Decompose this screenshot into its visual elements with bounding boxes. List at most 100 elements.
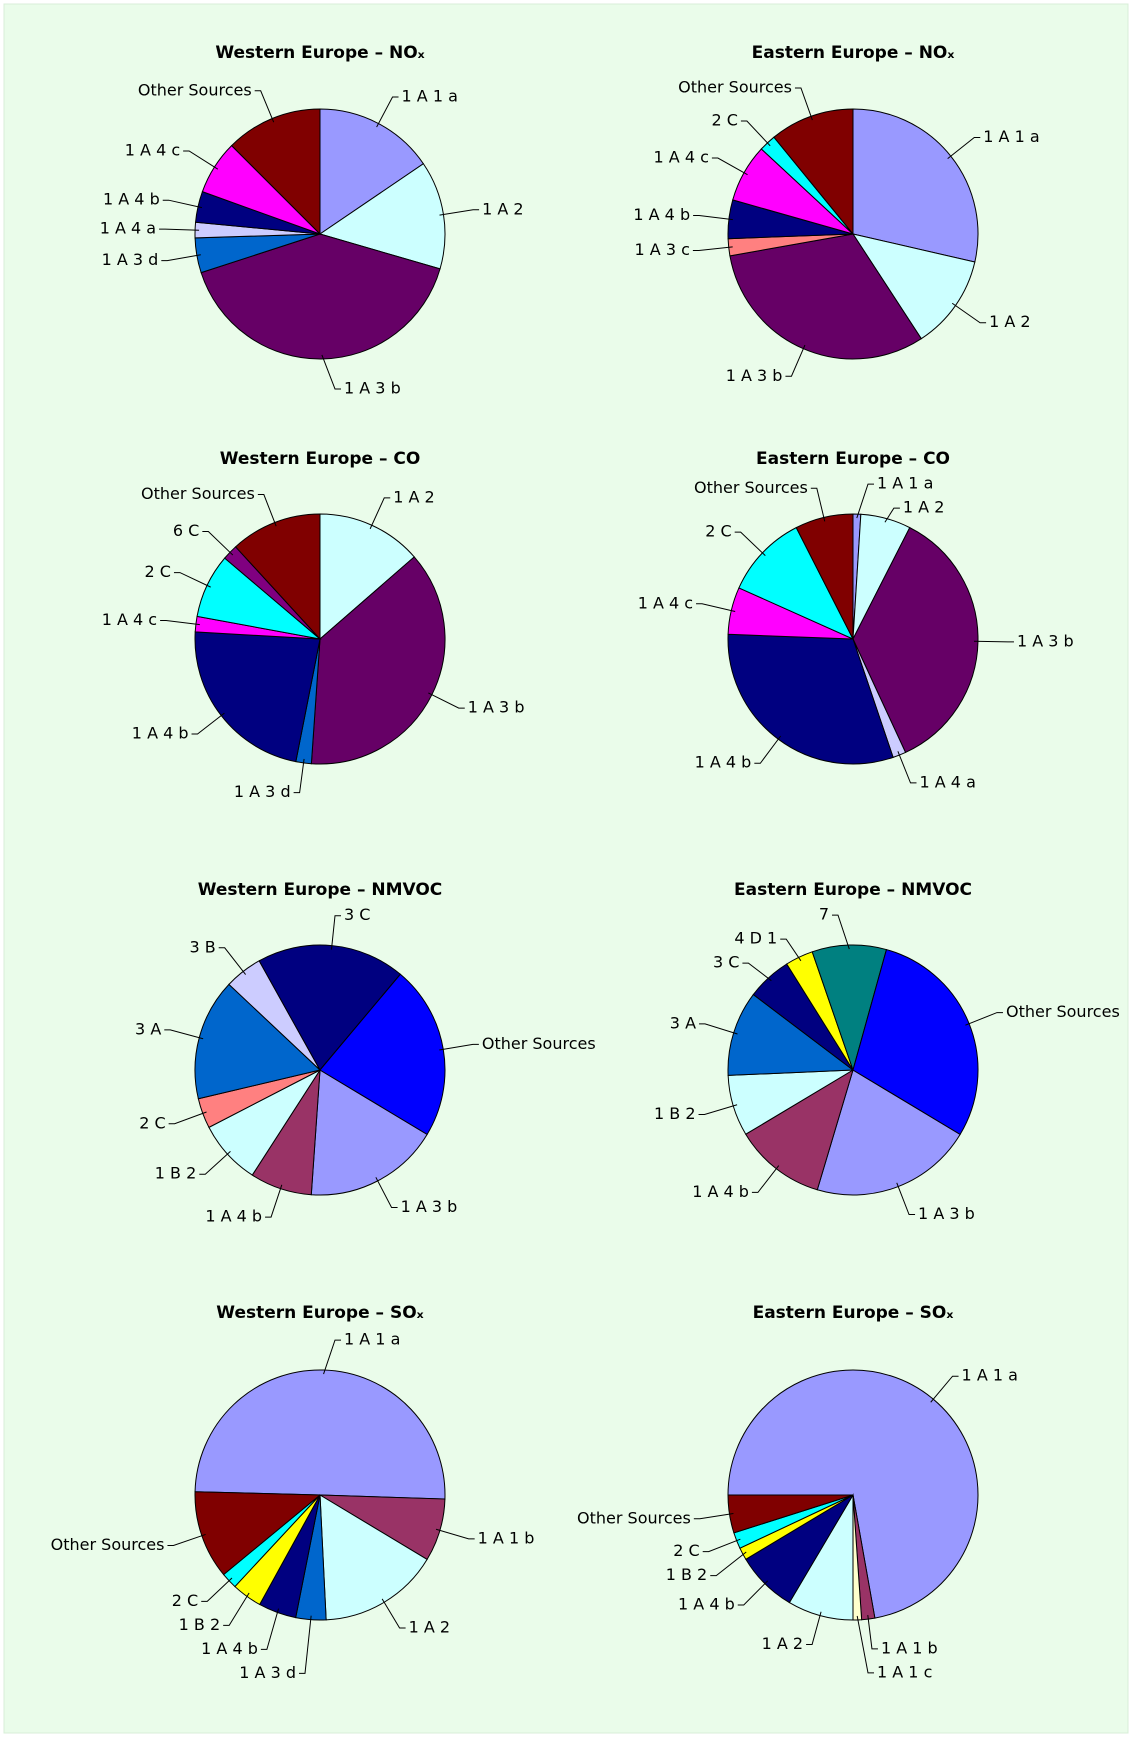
slice-label: 1 A 3 d — [239, 1663, 296, 1682]
slice-label: 3 C — [344, 905, 370, 924]
leader-line — [785, 344, 806, 377]
slice-label: Other Sources — [694, 478, 808, 497]
pie-chart: Western Europe – NMVOC 1 A 3 b 1 A 4 b 1 B … — [135, 880, 596, 1226]
leader-line — [702, 1538, 741, 1553]
slice-label: 1 A 2 — [482, 199, 523, 218]
slice-label: 1 A 1 a — [344, 1330, 400, 1349]
leader-line — [810, 487, 826, 522]
leader-line — [754, 735, 782, 764]
leader-line — [159, 228, 200, 231]
slice-label: Other Sources — [51, 1535, 165, 1554]
leader-line — [439, 209, 480, 216]
slice-label: 1 A 4 c — [102, 610, 157, 629]
leader-line — [867, 1615, 878, 1650]
chart-title: Eastern Europe – NOₓ — [752, 43, 955, 63]
pie-chart: Western Europe – SOₓ 1 A 1 a 1 A 1 b 1 A 2 1… — [51, 1303, 535, 1682]
slice-label: 1 B 2 — [179, 1615, 221, 1634]
leader-line — [696, 603, 736, 612]
slice-label: 1 A 1 a — [983, 127, 1039, 146]
slice-label: 2 C — [139, 1113, 165, 1132]
leader-line — [369, 497, 391, 530]
slice-label: 1 A 4 b — [678, 1594, 735, 1613]
slice-label: 1 A 1 c — [877, 1662, 932, 1681]
pie-chart: Eastern Europe – NOₓ 1 A 1 a 1 A 2 1 A 3 b 1… — [633, 43, 1039, 385]
leader-line — [806, 1611, 822, 1646]
leader-line — [201, 1577, 233, 1602]
leader-line — [257, 494, 277, 527]
slice-label: 1 A 3 d — [234, 782, 291, 801]
leader-line — [856, 483, 874, 519]
leader-line — [734, 531, 766, 556]
leader-line — [265, 1184, 283, 1218]
slice-label: 1 A 1 b — [881, 1638, 938, 1657]
leader-line — [973, 640, 1014, 643]
slice-label: 1 A 3 b — [468, 698, 525, 717]
slice-label: 1 B 2 — [155, 1164, 197, 1183]
leader-line — [323, 1339, 341, 1375]
slice-label: Other Sources — [482, 1034, 596, 1053]
leader-line — [699, 1023, 738, 1035]
leader-line — [711, 157, 748, 176]
leader-line — [293, 758, 305, 794]
leader-line — [202, 530, 234, 556]
slice-label: 1 A 1 a — [402, 87, 458, 106]
chart-title: Western Europe – NMVOC — [198, 880, 443, 900]
slice-label: 1 A 3 c — [635, 240, 690, 259]
leader-line — [375, 1177, 398, 1208]
slice-label: 1 A 3 b — [918, 1204, 975, 1223]
leader-line — [740, 120, 771, 147]
slice-label: 1 A 3 b — [1017, 631, 1074, 650]
slice-label: 1 A 4 c — [654, 148, 709, 167]
slice-label: 1 A 1 a — [877, 474, 933, 493]
slice-label: 1 A 4 c — [638, 593, 693, 612]
pie-chart: Eastern Europe – CO 1 A 1 a 1 A 2 1 A 3 b 1 … — [638, 449, 1074, 791]
leader-line — [856, 1615, 874, 1674]
slice-label: 3 A — [135, 1019, 161, 1038]
slice-label: 1 A 4 c — [125, 140, 180, 159]
slice-label: 1 A 3 d — [102, 250, 159, 269]
leader-line — [260, 1608, 280, 1650]
pie-slice — [200, 233, 441, 360]
slice-label: 1 A 2 — [989, 312, 1030, 331]
leader-line — [254, 90, 275, 123]
pie-slice — [811, 944, 888, 1072]
leader-line — [161, 254, 201, 262]
leader-line — [173, 572, 211, 588]
leader-line — [693, 215, 733, 221]
leader-line — [692, 246, 733, 252]
slice-label: 3 B — [189, 937, 215, 956]
slice-label: 2 C — [145, 562, 171, 581]
pie-chart: Western Europe – NOₓ 1 A 1 a 1 A 2 1 A 3 b 1… — [100, 43, 524, 397]
leader-line — [223, 1592, 250, 1626]
slice-label: 1 A 4 b — [692, 1182, 749, 1201]
leader-line — [832, 914, 850, 950]
chart-title: Eastern Europe – NMVOC — [734, 880, 972, 900]
slice-label: 1 A 4 b — [205, 1207, 262, 1226]
leader-line — [167, 1533, 206, 1547]
pie-chart: Eastern Europe – NMVOC 1 A 3 b 1 A 4 b 1 B … — [654, 880, 1120, 1223]
leader-line — [897, 751, 917, 784]
slice-label: 1 B 2 — [666, 1565, 708, 1584]
slice-label: 1 A 4 b — [103, 190, 160, 209]
slice-label: Other Sources — [138, 80, 252, 99]
slice-label: 1 A 3 b — [344, 378, 401, 397]
slice-label: 3 C — [713, 953, 739, 972]
leader-line — [439, 1043, 479, 1051]
leader-line — [693, 1513, 734, 1520]
chart-title: Western Europe – NOₓ — [215, 43, 424, 63]
slice-label: 1 A 4 a — [920, 772, 976, 791]
leader-line — [751, 1165, 780, 1193]
leader-line — [160, 620, 200, 626]
chart-title: Western Europe – CO — [220, 449, 421, 469]
slice-label: 1 A 4 b — [695, 753, 752, 772]
leader-line — [199, 1151, 231, 1175]
slice-label: 3 A — [670, 1013, 696, 1032]
leader-line — [710, 1551, 747, 1577]
slice-label: 4 D 1 — [734, 929, 777, 948]
leader-line — [168, 1111, 207, 1125]
leader-line — [183, 150, 219, 170]
pie-chart: Eastern Europe – SOₓ 1 A 1 a 1 A 1 b 1 A 1 … — [577, 1303, 1018, 1681]
slice-label: 6 C — [173, 521, 199, 540]
leader-line — [218, 947, 246, 975]
